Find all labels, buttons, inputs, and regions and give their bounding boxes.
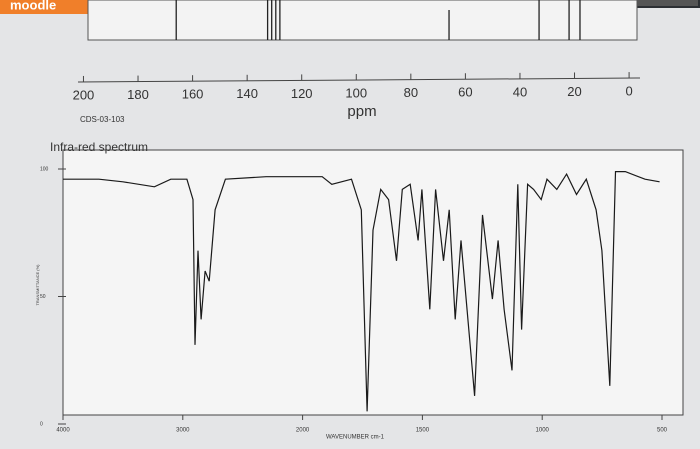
x-axis-label: ppm <box>347 103 376 120</box>
x-tick-label: 1500 <box>416 428 430 434</box>
chart-title: Infra-red spectrum <box>50 140 148 154</box>
x-tick-label: 0 <box>625 84 632 99</box>
x-tick-label: 80 <box>404 85 418 100</box>
x-tick-label: 2000 <box>296 428 310 434</box>
x-tick-label: 200 <box>73 87 95 102</box>
x-tick-label: 140 <box>236 86 258 101</box>
y-tick-label: 50 <box>40 294 46 300</box>
annotation: CDS-03-103 <box>80 115 125 124</box>
x-tick-label: 3000 <box>176 428 190 434</box>
x-tick-label: 1000 <box>536 428 550 434</box>
x-tick-label: 160 <box>182 87 204 102</box>
x-tick-label: 40 <box>513 84 527 99</box>
y-tick-label: 100 <box>40 166 49 172</box>
x-tick-label: 4000 <box>56 428 70 434</box>
x-tick-label: 60 <box>458 85 472 100</box>
x-tick-label: 20 <box>567 84 581 99</box>
ir-plot-area <box>62 149 684 416</box>
x-axis-label: WAVENUMBER cm-1 <box>326 435 385 441</box>
y-axis-label: TRANSMITTANCE (%) <box>35 264 40 306</box>
nmr-plot-area <box>87 0 638 41</box>
y-tick-label: 0 <box>40 421 43 427</box>
x-axis <box>77 77 641 83</box>
brand[interactable]: moodle <box>10 0 56 12</box>
x-tick-label: 120 <box>291 86 313 101</box>
x-tick-label: 100 <box>345 85 367 100</box>
spectrum-line <box>63 171 660 412</box>
ir-chart: Infra-red spectrum 0 50 100 4000 3000 2000 1500… <box>35 140 668 440</box>
x-tick-label: 180 <box>127 87 149 102</box>
x-tick-label: 500 <box>657 428 668 434</box>
